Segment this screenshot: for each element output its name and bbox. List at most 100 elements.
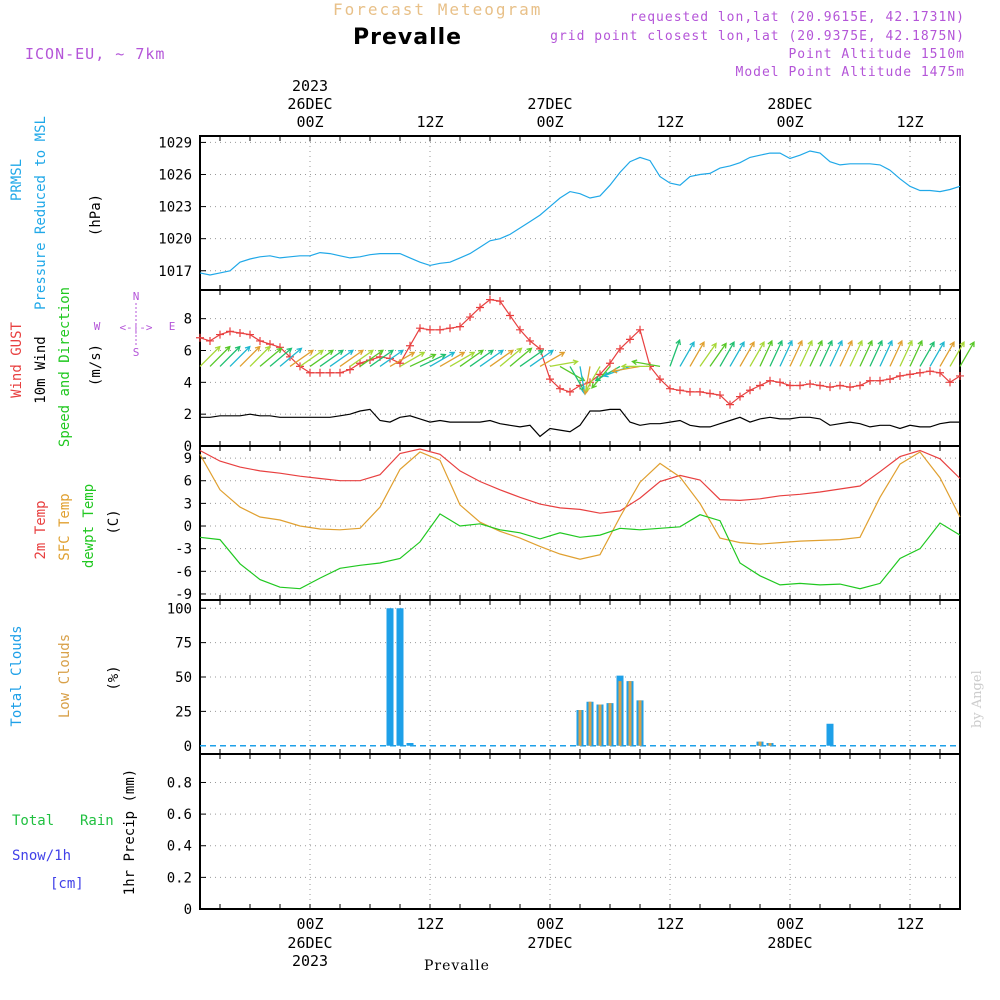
wind-direction-arrow xyxy=(929,340,945,367)
credit-watermark: by Angel xyxy=(970,670,985,728)
ytick-label: 9 xyxy=(184,451,192,467)
gust-marker xyxy=(726,400,734,409)
wind-direction-arrow xyxy=(829,339,843,367)
gust-marker xyxy=(636,325,644,334)
gust-marker xyxy=(716,391,724,400)
wind-direction-arrow xyxy=(669,338,681,367)
ytick-label: -3 xyxy=(175,542,192,558)
snow-label: Snow/1h xyxy=(12,848,71,864)
gust-marker xyxy=(946,378,954,387)
gust-marker xyxy=(496,297,504,306)
wind-direction-arrow xyxy=(959,340,975,367)
ytick-label: 1023 xyxy=(158,200,192,216)
gust-marker xyxy=(406,341,414,350)
temp-2m-line xyxy=(199,448,961,514)
gust-marker xyxy=(826,383,834,392)
low-cloud-bar xyxy=(588,701,592,746)
model-point-altitude: Model Point Altitude 1475m xyxy=(735,65,965,80)
footer-location: Prevalle xyxy=(424,958,490,974)
wind-unit: (m/s) xyxy=(88,344,104,386)
gust-marker xyxy=(226,327,234,336)
wind-direction-arrow xyxy=(809,339,823,367)
wind-direction-arrow xyxy=(949,340,965,367)
gust-marker xyxy=(466,313,474,322)
compass-w: W xyxy=(94,320,101,333)
gust-marker xyxy=(766,376,774,385)
ytick-label: 0.4 xyxy=(167,839,192,855)
ytick-label: 1020 xyxy=(158,232,192,248)
wind-direction-arrow xyxy=(869,339,883,367)
gust-marker xyxy=(526,336,534,345)
wind-direction-arrow xyxy=(329,349,355,367)
gust-marker xyxy=(656,375,664,384)
point-altitude: Point Altitude 1510m xyxy=(788,47,965,62)
gust-marker xyxy=(236,328,244,337)
wind-direction-arrow xyxy=(779,339,793,367)
wind-direction-arrow xyxy=(789,339,803,367)
gust-marker xyxy=(286,352,294,361)
wind-direction-arrow xyxy=(899,339,913,367)
wind-direction-arrow xyxy=(349,349,375,367)
gust-marker xyxy=(926,367,934,376)
wind-direction-arrow xyxy=(519,349,545,367)
wind-direction-arrow xyxy=(799,339,813,367)
gust-marker xyxy=(206,336,214,345)
gust-marker xyxy=(476,303,484,312)
requested-coords: requested lon,lat (20.9615E, 42.1731N) xyxy=(629,10,965,25)
ytick-label: 75 xyxy=(175,636,192,652)
gust-marker xyxy=(906,370,914,379)
temp-dewpt-line xyxy=(199,513,961,590)
wind-direction-arrow xyxy=(299,349,325,367)
gust-marker xyxy=(216,330,224,339)
wind-direction-arrow xyxy=(539,351,566,367)
gust-marker xyxy=(786,381,794,390)
ytick-label: 6 xyxy=(184,474,192,490)
wind-direction-arrow xyxy=(399,351,426,367)
wind-direction-arrow xyxy=(679,340,695,367)
ytick-label: 6 xyxy=(184,343,192,359)
gust-marker xyxy=(666,384,674,393)
ytick-label: 1029 xyxy=(158,135,192,151)
gust-marker xyxy=(956,371,964,380)
low-cloud-bar xyxy=(598,704,602,746)
ytick-label: 0.2 xyxy=(167,870,192,886)
ytick-label: 2 xyxy=(184,407,192,423)
wind-direction-arrow xyxy=(479,349,505,367)
xtick-label-bottom: 00Z xyxy=(536,915,563,933)
total-cloud-bar xyxy=(396,608,404,746)
wind-direction-arrow xyxy=(909,339,923,367)
ytick-label: 1017 xyxy=(158,264,192,280)
ytick-label: 50 xyxy=(175,670,192,686)
compass-n: N xyxy=(133,290,140,303)
total-rain-label-b: Rain xyxy=(80,813,114,829)
wind-direction-arrow xyxy=(279,347,303,367)
clouds-unit: (%) xyxy=(106,665,122,690)
total-rain-label-a: Total xyxy=(12,813,54,829)
ytick-label: 3 xyxy=(184,496,192,512)
gust-marker xyxy=(746,386,754,395)
wind-direction-arrow xyxy=(509,347,533,367)
gust-marker xyxy=(316,368,324,377)
wind-direction-arrow xyxy=(259,347,283,367)
gust-marker xyxy=(606,359,614,368)
wind-direction-arrow xyxy=(249,345,271,367)
gust-marker xyxy=(196,333,204,342)
xtick-label-bottom: 00Z xyxy=(776,915,803,933)
gust-marker xyxy=(836,381,844,390)
low-cloud-bar xyxy=(608,703,612,746)
gust-marker xyxy=(536,344,544,353)
date-label-bottom: 28DEC xyxy=(767,934,812,952)
gust-marker xyxy=(346,365,354,374)
wind-direction-arrow xyxy=(379,349,405,367)
wind-direction-arrow xyxy=(269,347,293,367)
gust-marker xyxy=(426,325,434,334)
wind-direction-arrow xyxy=(239,345,261,367)
ytick-label: 4 xyxy=(184,375,192,391)
gust-marker xyxy=(486,295,494,304)
date-label-top: 27DEC xyxy=(527,95,572,113)
wind-direction-arrow xyxy=(289,349,315,367)
gust-marker xyxy=(686,387,694,396)
year-label-bottom: 2023 xyxy=(292,952,328,970)
wind-direction-arrow xyxy=(529,349,555,367)
